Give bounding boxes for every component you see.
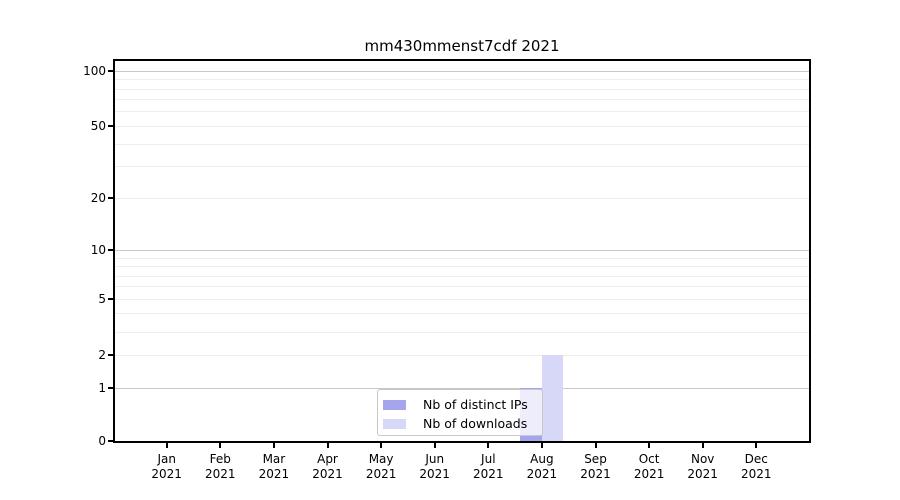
y-gridline-minor-90 bbox=[115, 79, 809, 81]
x-tick-label-nov: Nov 2021 bbox=[687, 452, 718, 481]
x-tick-label-jan: Jan 2021 bbox=[151, 452, 182, 481]
y-tick-label-100: 100 bbox=[83, 64, 106, 79]
y-gridline-major-1 bbox=[115, 387, 809, 389]
plot-area bbox=[113, 59, 811, 443]
x-tick-label-oct: Oct 2021 bbox=[633, 452, 665, 481]
x-tick-label-dec: Dec 2021 bbox=[741, 452, 772, 481]
y-tick-10 bbox=[108, 249, 113, 252]
legend-item-downloads: Nb of downloads bbox=[383, 414, 542, 433]
x-tick-oct bbox=[648, 443, 651, 448]
legend-swatch-distinct-ips bbox=[383, 399, 406, 410]
y-gridline-minor-70 bbox=[115, 99, 809, 101]
x-tick-jul bbox=[487, 443, 490, 448]
chart-title: mm430mmenst7cdf 2021 bbox=[364, 37, 560, 55]
x-tick-label-apr: Apr 2021 bbox=[312, 452, 343, 481]
x-tick-label-sep: Sep 2021 bbox=[580, 452, 611, 481]
legend-swatch-downloads bbox=[383, 418, 406, 429]
bar-downloads-aug-2021 bbox=[541, 355, 564, 441]
x-tick-feb bbox=[219, 443, 222, 448]
x-tick-sep bbox=[594, 443, 597, 448]
y-gridline-minor-80 bbox=[115, 88, 809, 90]
y-tick-label-2: 2 bbox=[98, 348, 106, 363]
y-tick-100 bbox=[108, 70, 113, 73]
x-tick-jun bbox=[433, 443, 436, 448]
y-gridline-minor-7 bbox=[115, 275, 809, 277]
y-gridline-major-100 bbox=[115, 70, 809, 72]
y-tick-label-10: 10 bbox=[90, 243, 106, 258]
y-tick-1 bbox=[108, 387, 113, 389]
x-tick-apr bbox=[326, 443, 329, 448]
x-tick-aug bbox=[540, 443, 543, 448]
legend-label-downloads: Nb of downloads bbox=[423, 416, 528, 431]
y-tick-label-0: 0 bbox=[98, 434, 106, 448]
y-gridline-major-10 bbox=[115, 249, 809, 251]
y-gridline-minor-3 bbox=[115, 331, 809, 333]
legend: Nb of distinct IPs Nb of downloads bbox=[377, 389, 543, 436]
y-tick-label-20: 20 bbox=[90, 191, 106, 206]
y-tick-label-1: 1 bbox=[98, 381, 106, 395]
x-tick-label-feb: Feb 2021 bbox=[205, 452, 236, 481]
y-gridline-minor-50 bbox=[115, 125, 809, 127]
y-tick-5 bbox=[108, 298, 113, 301]
y-gridline-minor-6 bbox=[115, 286, 809, 288]
y-tick-50 bbox=[108, 125, 113, 128]
y-gridline-minor-30 bbox=[115, 166, 809, 168]
x-tick-label-jul: Jul 2021 bbox=[473, 452, 504, 481]
x-tick-nov bbox=[701, 443, 704, 448]
x-tick-label-may: May 2021 bbox=[365, 452, 397, 481]
x-tick-mar bbox=[272, 443, 275, 448]
x-tick-may bbox=[380, 443, 383, 448]
x-tick-jan bbox=[165, 443, 168, 448]
x-tick-dec bbox=[755, 443, 758, 448]
y-gridline-minor-5 bbox=[115, 298, 809, 300]
y-gridline-minor-20 bbox=[115, 197, 809, 199]
y-gridline-minor-9 bbox=[115, 257, 809, 259]
x-tick-label-aug: Aug 2021 bbox=[526, 452, 558, 481]
legend-label-distinct-ips: Nb of distinct IPs bbox=[423, 397, 528, 412]
x-tick-label-jun: Jun 2021 bbox=[419, 452, 450, 481]
y-tick-label-5: 5 bbox=[98, 292, 106, 307]
y-gridline-minor-40 bbox=[115, 143, 809, 145]
y-tick-2 bbox=[108, 354, 113, 357]
y-tick-label-50: 50 bbox=[90, 119, 106, 134]
y-tick-0 bbox=[108, 440, 113, 442]
y-gridline-minor-4 bbox=[115, 313, 809, 315]
y-gridline-minor-8 bbox=[115, 266, 809, 267]
legend-item-distinct-ips: Nb of distinct IPs bbox=[383, 395, 542, 414]
y-gridline-minor-60 bbox=[115, 111, 809, 113]
y-gridline-minor-2 bbox=[115, 354, 809, 356]
y-tick-20 bbox=[108, 197, 113, 200]
x-tick-label-mar: Mar 2021 bbox=[258, 452, 290, 481]
